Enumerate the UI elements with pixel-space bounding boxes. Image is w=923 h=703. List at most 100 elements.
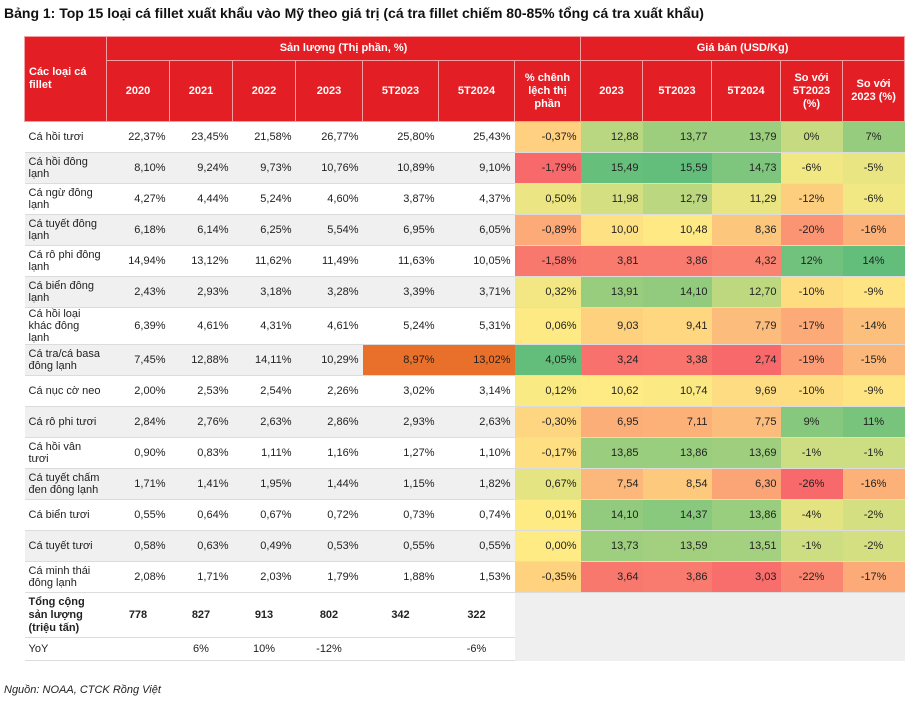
volume-share-cell: 0,72% bbox=[295, 499, 363, 531]
volume-group-header: Sản lượng (Thị phần, %) bbox=[105, 36, 582, 61]
col-header: 5T2024 bbox=[438, 60, 515, 122]
volume-share-cell: 2,00% bbox=[106, 375, 170, 407]
volume-share-cell: 6,18% bbox=[106, 214, 170, 246]
price-cell: 3,86 bbox=[642, 245, 712, 277]
col-header-vs-5t2023: So với 5T2023 (%) bbox=[780, 60, 844, 122]
price-change-cell: -26% bbox=[780, 468, 843, 500]
volume-share-cell: 14,11% bbox=[232, 344, 296, 376]
table-row: Cá biển tươi 0,55% 0,64% 0,67% 0,72% 0,73% 0,7… bbox=[24, 499, 905, 531]
table-row: Cá biển đông lạnh 2,43% 2,93% 3,18% 3,28% 3,3… bbox=[24, 276, 905, 308]
col-header: 5T2023 bbox=[362, 60, 439, 122]
share-diff-cell: -0,17% bbox=[514, 437, 581, 469]
share-diff-cell: -1,79% bbox=[514, 152, 581, 184]
volume-share-cell: 4,37% bbox=[438, 183, 515, 215]
volume-share-cell: 2,86% bbox=[295, 406, 363, 438]
volume-share-cell: 1,44% bbox=[295, 468, 363, 500]
share-diff-cell: -0,30% bbox=[514, 406, 581, 438]
volume-share-cell: 10,76% bbox=[295, 152, 363, 184]
fish-type-cell: Cá hồi loại khác đông lạnh bbox=[24, 307, 107, 345]
volume-share-cell: 7,45% bbox=[106, 344, 170, 376]
price-change-cell: 11% bbox=[842, 406, 905, 438]
volume-share-cell: 0,64% bbox=[169, 499, 233, 531]
volume-share-cell: 14,94% bbox=[106, 245, 170, 277]
fillet-export-table: Các loại cá fillet Sản lượng (Thị phần, … bbox=[24, 36, 906, 661]
volume-share-cell: 1,82% bbox=[438, 468, 515, 500]
col-header-vs-2023: So với 2023 (%) bbox=[842, 60, 906, 122]
volume-share-cell: 3,14% bbox=[438, 375, 515, 407]
table-row: Cá minh thái đông lạnh 2,08% 1,71% 2,03% 1,7… bbox=[24, 561, 905, 593]
price-cell: 13,51 bbox=[711, 530, 781, 562]
price-change-cell: -6% bbox=[780, 152, 843, 184]
col-header: 2022 bbox=[232, 60, 296, 122]
share-diff-cell: 0,12% bbox=[514, 375, 581, 407]
price-change-cell: -15% bbox=[842, 344, 905, 376]
volume-share-cell: 0,74% bbox=[438, 499, 515, 531]
price-change-cell: -12% bbox=[780, 183, 843, 215]
price-cell: 8,54 bbox=[642, 468, 712, 500]
total-row: Tổng cộng sản lượng (triệu tấn) 778 827 913… bbox=[24, 592, 905, 638]
price-change-cell: -22% bbox=[780, 561, 843, 593]
volume-share-cell: 1,71% bbox=[106, 468, 170, 500]
volume-share-cell: 1,11% bbox=[232, 437, 296, 469]
price-change-cell: 14% bbox=[842, 245, 905, 277]
share-diff-cell: 0,01% bbox=[514, 499, 581, 531]
volume-share-cell: 1,53% bbox=[438, 561, 515, 593]
price-cell: 3,24 bbox=[580, 344, 643, 376]
blank-cell bbox=[514, 637, 581, 661]
yoy-cell: -6% bbox=[438, 637, 515, 661]
volume-share-cell: 5,24% bbox=[362, 307, 439, 345]
volume-share-cell: 9,10% bbox=[438, 152, 515, 184]
volume-share-cell: 11,63% bbox=[362, 245, 439, 277]
price-change-cell: -17% bbox=[780, 307, 843, 345]
table-row: Cá rô phi đông lạnh 14,94% 13,12% 11,62% 11,… bbox=[24, 245, 905, 277]
yoy-cell: 6% bbox=[169, 637, 233, 661]
fish-type-cell: Cá hồi vân tươi bbox=[24, 437, 107, 469]
price-change-cell: -1% bbox=[842, 437, 905, 469]
table-row: Cá tuyết chấm đen đông lạnh 1,71% 1,41% 1,9… bbox=[24, 468, 905, 500]
volume-share-cell: 6,25% bbox=[232, 214, 296, 246]
fish-type-cell: Cá tuyết chấm đen đông lạnh bbox=[24, 468, 107, 500]
volume-share-cell: 0,55% bbox=[362, 530, 439, 562]
volume-share-cell: 25,80% bbox=[362, 121, 439, 153]
price-cell: 14,37 bbox=[642, 499, 712, 531]
yoy-row: YoY 6% 10% -12% -6% bbox=[24, 637, 905, 661]
price-cell: 13,91 bbox=[580, 276, 643, 308]
volume-share-cell: 0,83% bbox=[169, 437, 233, 469]
volume-share-cell: 2,76% bbox=[169, 406, 233, 438]
table-row: Cá hồi vân tươi 0,90% 0,83% 1,11% 1,16% 1,27%… bbox=[24, 437, 905, 469]
price-cell: 12,88 bbox=[580, 121, 643, 153]
volume-share-cell: 4,27% bbox=[106, 183, 170, 215]
volume-share-cell: 2,84% bbox=[106, 406, 170, 438]
share-diff-cell: 0,06% bbox=[514, 307, 581, 345]
volume-share-cell: 1,41% bbox=[169, 468, 233, 500]
price-cell: 13,77 bbox=[642, 121, 712, 153]
price-cell: 13,85 bbox=[580, 437, 643, 469]
price-change-cell: 9% bbox=[780, 406, 843, 438]
volume-share-cell: 0,90% bbox=[106, 437, 170, 469]
volume-share-cell: 10,89% bbox=[362, 152, 439, 184]
volume-share-cell: 2,43% bbox=[106, 276, 170, 308]
table-title: Bảng 1: Top 15 loại cá fillet xuất khẩu … bbox=[4, 5, 704, 21]
blank-cell bbox=[580, 637, 643, 661]
table-row: Cá tuyết tươi 0,58% 0,63% 0,49% 0,53% 0,55% 0,… bbox=[24, 530, 905, 562]
total-cell: 802 bbox=[295, 592, 363, 638]
col-header: 5T2024 bbox=[711, 60, 782, 122]
price-change-cell: -16% bbox=[842, 468, 905, 500]
table-row: Cá hồi đông lạnh 8,10% 9,24% 9,73% 10,76% 10,… bbox=[24, 152, 905, 184]
blank-cell bbox=[711, 637, 781, 661]
blank-cell bbox=[842, 637, 905, 661]
table-row: Cá tra/cá basa đông lạnh 7,45% 12,88% 14,11… bbox=[24, 344, 905, 376]
col-header: 2023 bbox=[580, 60, 644, 122]
volume-share-cell: 2,53% bbox=[169, 375, 233, 407]
volume-share-cell: 26,77% bbox=[295, 121, 363, 153]
volume-share-cell: 1,88% bbox=[362, 561, 439, 593]
price-cell: 10,48 bbox=[642, 214, 712, 246]
volume-share-cell: 1,79% bbox=[295, 561, 363, 593]
volume-share-cell: 10,05% bbox=[438, 245, 515, 277]
share-diff-cell: 4,05% bbox=[514, 344, 581, 376]
fish-type-cell: Cá tra/cá basa đông lạnh bbox=[24, 344, 107, 376]
total-cell: 342 bbox=[362, 592, 439, 638]
share-diff-cell: -0,89% bbox=[514, 214, 581, 246]
price-cell: 11,29 bbox=[711, 183, 781, 215]
price-cell: 7,75 bbox=[711, 406, 781, 438]
